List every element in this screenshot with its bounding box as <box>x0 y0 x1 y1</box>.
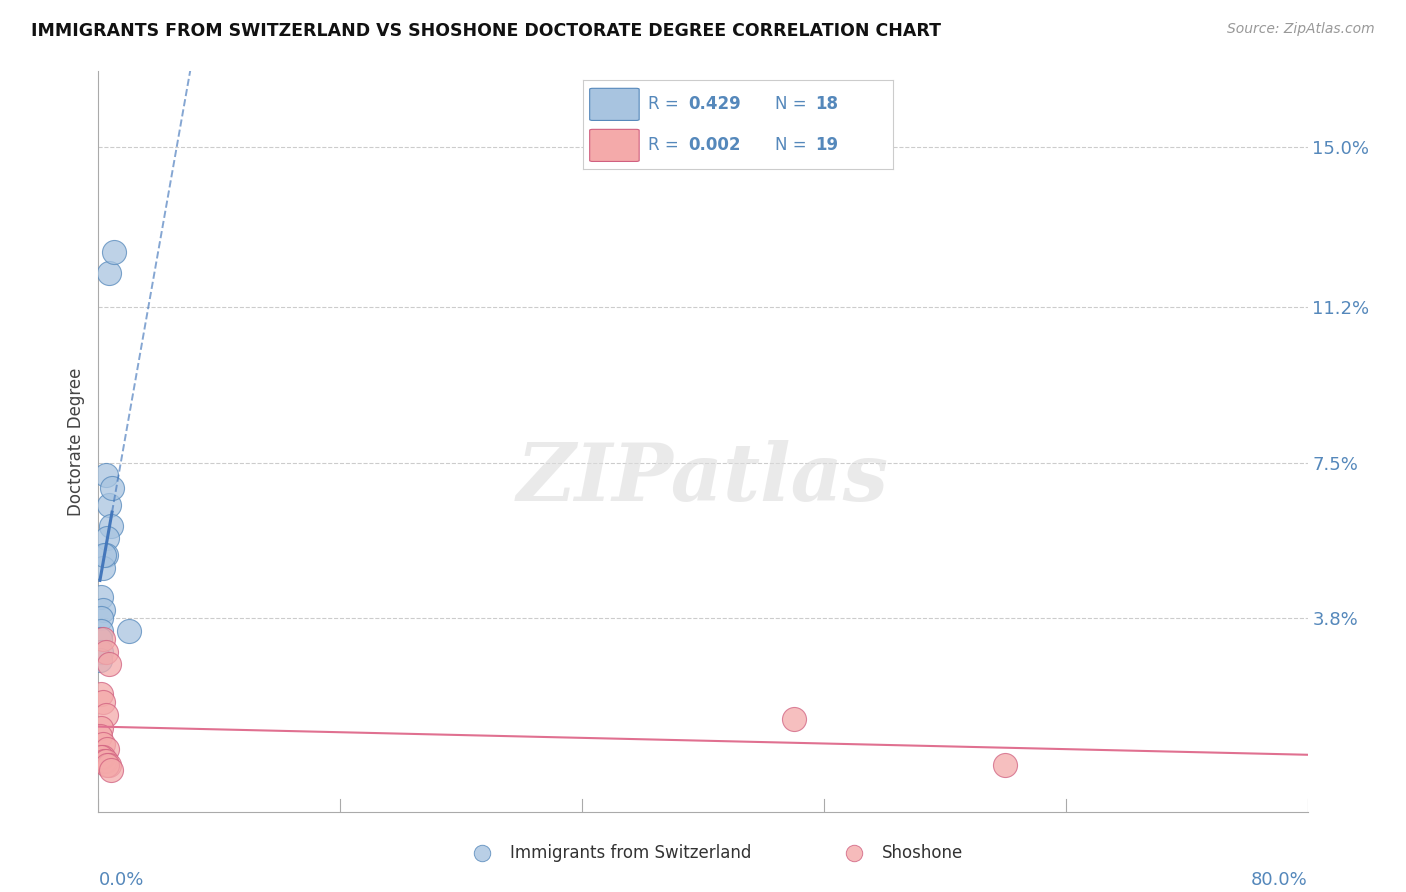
Point <box>94 708 117 723</box>
Point <box>94 468 117 483</box>
Text: IMMIGRANTS FROM SWITZERLAND VS SHOSHONE DOCTORATE DEGREE CORRELATION CHART: IMMIGRANTS FROM SWITZERLAND VS SHOSHONE … <box>31 22 941 40</box>
Text: 0.0%: 0.0% <box>98 871 143 888</box>
Point <box>89 653 111 667</box>
FancyBboxPatch shape <box>589 88 640 120</box>
Point <box>100 763 122 777</box>
Point <box>94 754 117 768</box>
Point <box>90 590 112 604</box>
Point <box>96 531 118 545</box>
Text: R =: R = <box>648 136 685 154</box>
Point <box>91 632 114 647</box>
Point <box>994 758 1017 772</box>
FancyBboxPatch shape <box>589 129 640 161</box>
Point <box>100 518 122 533</box>
Text: N =: N = <box>775 136 813 154</box>
Text: R =: R = <box>648 95 685 113</box>
Point <box>91 695 114 709</box>
Point <box>91 738 114 752</box>
Point <box>98 498 121 512</box>
Text: ZIPatlas: ZIPatlas <box>517 440 889 517</box>
Point <box>94 645 117 659</box>
Point <box>96 741 118 756</box>
Point <box>91 750 114 764</box>
Point <box>89 632 111 647</box>
Text: 19: 19 <box>815 136 838 154</box>
Text: 18: 18 <box>815 95 838 113</box>
Point <box>90 750 112 764</box>
Text: Source: ZipAtlas.com: Source: ZipAtlas.com <box>1227 22 1375 37</box>
Point <box>844 846 866 860</box>
Text: Immigrants from Switzerland: Immigrants from Switzerland <box>510 844 752 862</box>
Point <box>91 603 114 617</box>
Point <box>101 481 124 495</box>
Text: 0.002: 0.002 <box>689 136 741 154</box>
Text: 0.429: 0.429 <box>689 95 741 113</box>
Point <box>98 758 121 772</box>
Point <box>471 846 494 860</box>
Point <box>94 548 117 562</box>
Point <box>118 624 141 638</box>
Point <box>98 657 121 672</box>
Point <box>90 611 112 625</box>
Point <box>89 729 111 743</box>
Point <box>93 548 115 562</box>
Point <box>96 758 118 772</box>
Point <box>91 560 114 574</box>
Point <box>783 712 806 726</box>
Point <box>98 266 121 280</box>
Point <box>90 645 112 659</box>
Text: Shoshone: Shoshone <box>882 844 963 862</box>
Point <box>90 687 112 701</box>
Point <box>93 754 115 768</box>
Text: N =: N = <box>775 95 813 113</box>
Y-axis label: Doctorate Degree: Doctorate Degree <box>66 368 84 516</box>
Point <box>90 624 112 638</box>
Point <box>90 721 112 735</box>
Text: 80.0%: 80.0% <box>1251 871 1308 888</box>
Point <box>103 245 125 260</box>
